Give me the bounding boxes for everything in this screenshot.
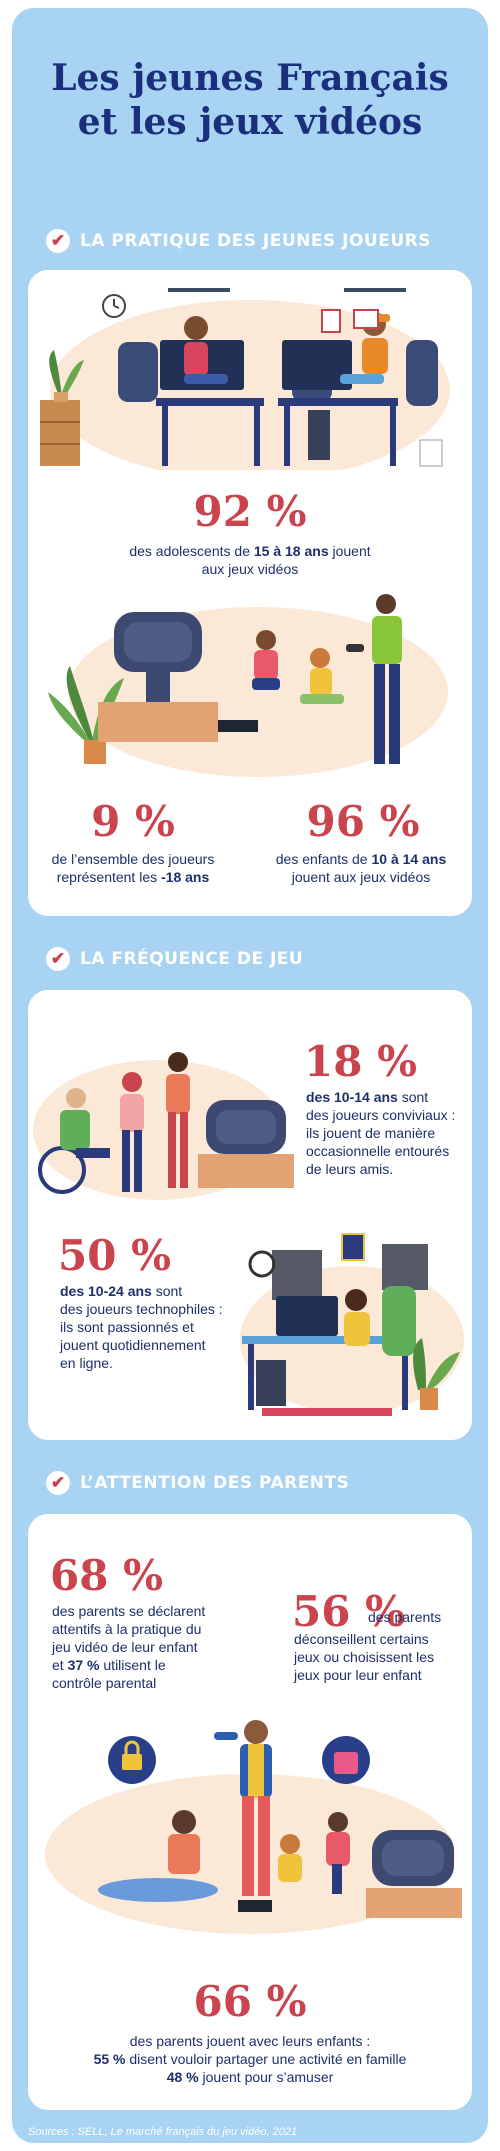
stat-68-line2: attentifs à la pratique du: [52, 1621, 202, 1637]
stat-66-part2: jouent pour s’amuser: [198, 2069, 334, 2085]
stat-66-text: des parents jouent avec leurs enfants : …: [28, 2032, 472, 2086]
section-header-parents: ✔ L’ATTENTION DES PARENTS: [46, 1468, 349, 1498]
stat-18-line5: de leurs amis.: [306, 1161, 394, 1177]
stat-56-line3: jeux ou choisissent les: [294, 1649, 435, 1665]
stat-68-part1: et: [52, 1657, 68, 1673]
card-frequence: 18 % des 10-14 ans sont des joueurs conv…: [28, 990, 472, 1440]
stat-96-text: des enfants de 10 à 14 ans jouent aux je…: [250, 850, 472, 886]
stat-56-line2: déconseillent certains: [294, 1631, 429, 1647]
check-icon: ✔: [46, 1471, 70, 1495]
stat-18-line2: des joueurs conviviaux :: [306, 1107, 456, 1123]
stat-92-bold: 15 à 18 ans: [253, 543, 329, 559]
stat-68-part2: utilisent le: [99, 1657, 166, 1673]
source-note: Sources : SELL, Le marché français du je…: [28, 2126, 298, 2138]
page-title: Les jeunes Français et les jeux vidéos: [12, 56, 488, 144]
stat-66-part1: disent vouloir partager une activité en …: [125, 2051, 407, 2067]
stat-56-line4: jeux pour leur enfant: [294, 1667, 422, 1683]
section-label: L’ATTENTION DES PARENTS: [80, 1473, 350, 1493]
stat-66-value: 66 %: [193, 1977, 307, 2026]
stat-96-bold: 10 à 14 ans: [371, 851, 447, 867]
family-playing-illustration: [45, 1720, 462, 1934]
stat-50-line4: jouent quotidiennement: [60, 1337, 206, 1353]
title-line-2: et les jeux vidéos: [77, 101, 423, 143]
stat-9-bold: -18 ans: [161, 869, 210, 885]
section-label: LA PRATIQUE DES JEUNES JOUEURS: [80, 231, 431, 251]
stat-18-value: 18 %: [304, 1037, 417, 1086]
title-line-1: Les jeunes Français: [51, 57, 449, 99]
stat-50-value: 50 %: [58, 1231, 171, 1280]
stat-56-text: déconseillent certains jeux ou choisisse…: [294, 1630, 470, 1684]
section-header-frequence: ✔ LA FRÉQUENCE DE JEU: [46, 944, 303, 974]
stat-50-bold: des 10-24 ans: [60, 1283, 152, 1299]
stat-68-line1: des parents se déclarent: [52, 1603, 206, 1619]
stat-50-line5: en ligne.: [60, 1355, 113, 1371]
stat-92-text: des adolescents de 15 à 18 ans jouent au…: [28, 542, 472, 578]
card-pratique: 92 % des adolescents de 15 à 18 ans joue…: [28, 270, 472, 916]
check-icon: ✔: [46, 229, 70, 253]
stat-96-part1: des enfants de: [275, 851, 372, 867]
stat-56-line1: des parents: [368, 1609, 442, 1625]
stat-9-text: de l’ensemble des joueurs représentent l…: [28, 850, 238, 886]
friends-playing-illustration: [33, 1052, 294, 1200]
stat-92-part1: des adolescents de: [129, 543, 254, 559]
stat-18-bold: des 10-14 ans: [306, 1089, 398, 1105]
check-icon: ✔: [46, 947, 70, 971]
stat-18-line4: occasionnelle entourés: [306, 1143, 450, 1159]
stat-68-line3: jeu vidéo de leur enfant: [52, 1639, 198, 1655]
stat-96-value: 96 %: [306, 797, 420, 846]
stat-92-part2: jouent: [328, 543, 371, 559]
gamers-desk-illustration: [40, 288, 450, 470]
stat-66-bold1: 55 %: [93, 2051, 126, 2067]
kids-playing-illustration: [48, 594, 448, 777]
section-header-pratique: ✔ LA PRATIQUE DES JEUNES JOUEURS: [46, 226, 431, 256]
section-label: LA FRÉQUENCE DE JEU: [80, 949, 304, 969]
stat-50-line2: des joueurs technophiles :: [60, 1301, 223, 1317]
stat-50-line3: ils sont passionnés et: [60, 1319, 194, 1335]
stat-68-line5: contrôle parental: [52, 1675, 157, 1691]
stat-9-part1: représentent les: [56, 869, 162, 885]
stat-92-line2: aux jeux vidéos: [201, 561, 299, 577]
stat-68-text: des parents se déclarent attentifs à la …: [52, 1602, 242, 1692]
stat-66-line1: des parents jouent avec leurs enfants :: [129, 2033, 371, 2049]
stat-92-value: 92 %: [193, 487, 307, 536]
stat-66-bold2: 48 %: [166, 2069, 199, 2085]
stat-68-value: 68 %: [50, 1551, 163, 1600]
stat-18-line3: ils jouent de manière: [306, 1125, 436, 1141]
stat-18-part1: sont: [397, 1089, 429, 1105]
infographic-page: Les jeunes Français et les jeux vidéos ✔…: [12, 8, 488, 2143]
card-parents: 68 % des parents se déclarent attentifs …: [28, 1514, 472, 2110]
stat-50-part1: sont: [151, 1283, 183, 1299]
stat-56-value: 56 %: [292, 1587, 405, 1636]
stat-9-line1: de l’ensemble des joueurs: [51, 851, 215, 867]
stat-96-line2: jouent aux jeux vidéos: [291, 869, 431, 885]
stat-50-text: des 10-24 ans sont des joueurs technophi…: [60, 1282, 250, 1372]
stat-18-text: des 10-14 ans sont des joueurs conviviau…: [306, 1088, 472, 1178]
stat-9-value: 9 %: [91, 797, 175, 846]
stat-68-bold: 37 %: [67, 1657, 100, 1673]
streamer-setup-illustration: [240, 1233, 464, 1416]
